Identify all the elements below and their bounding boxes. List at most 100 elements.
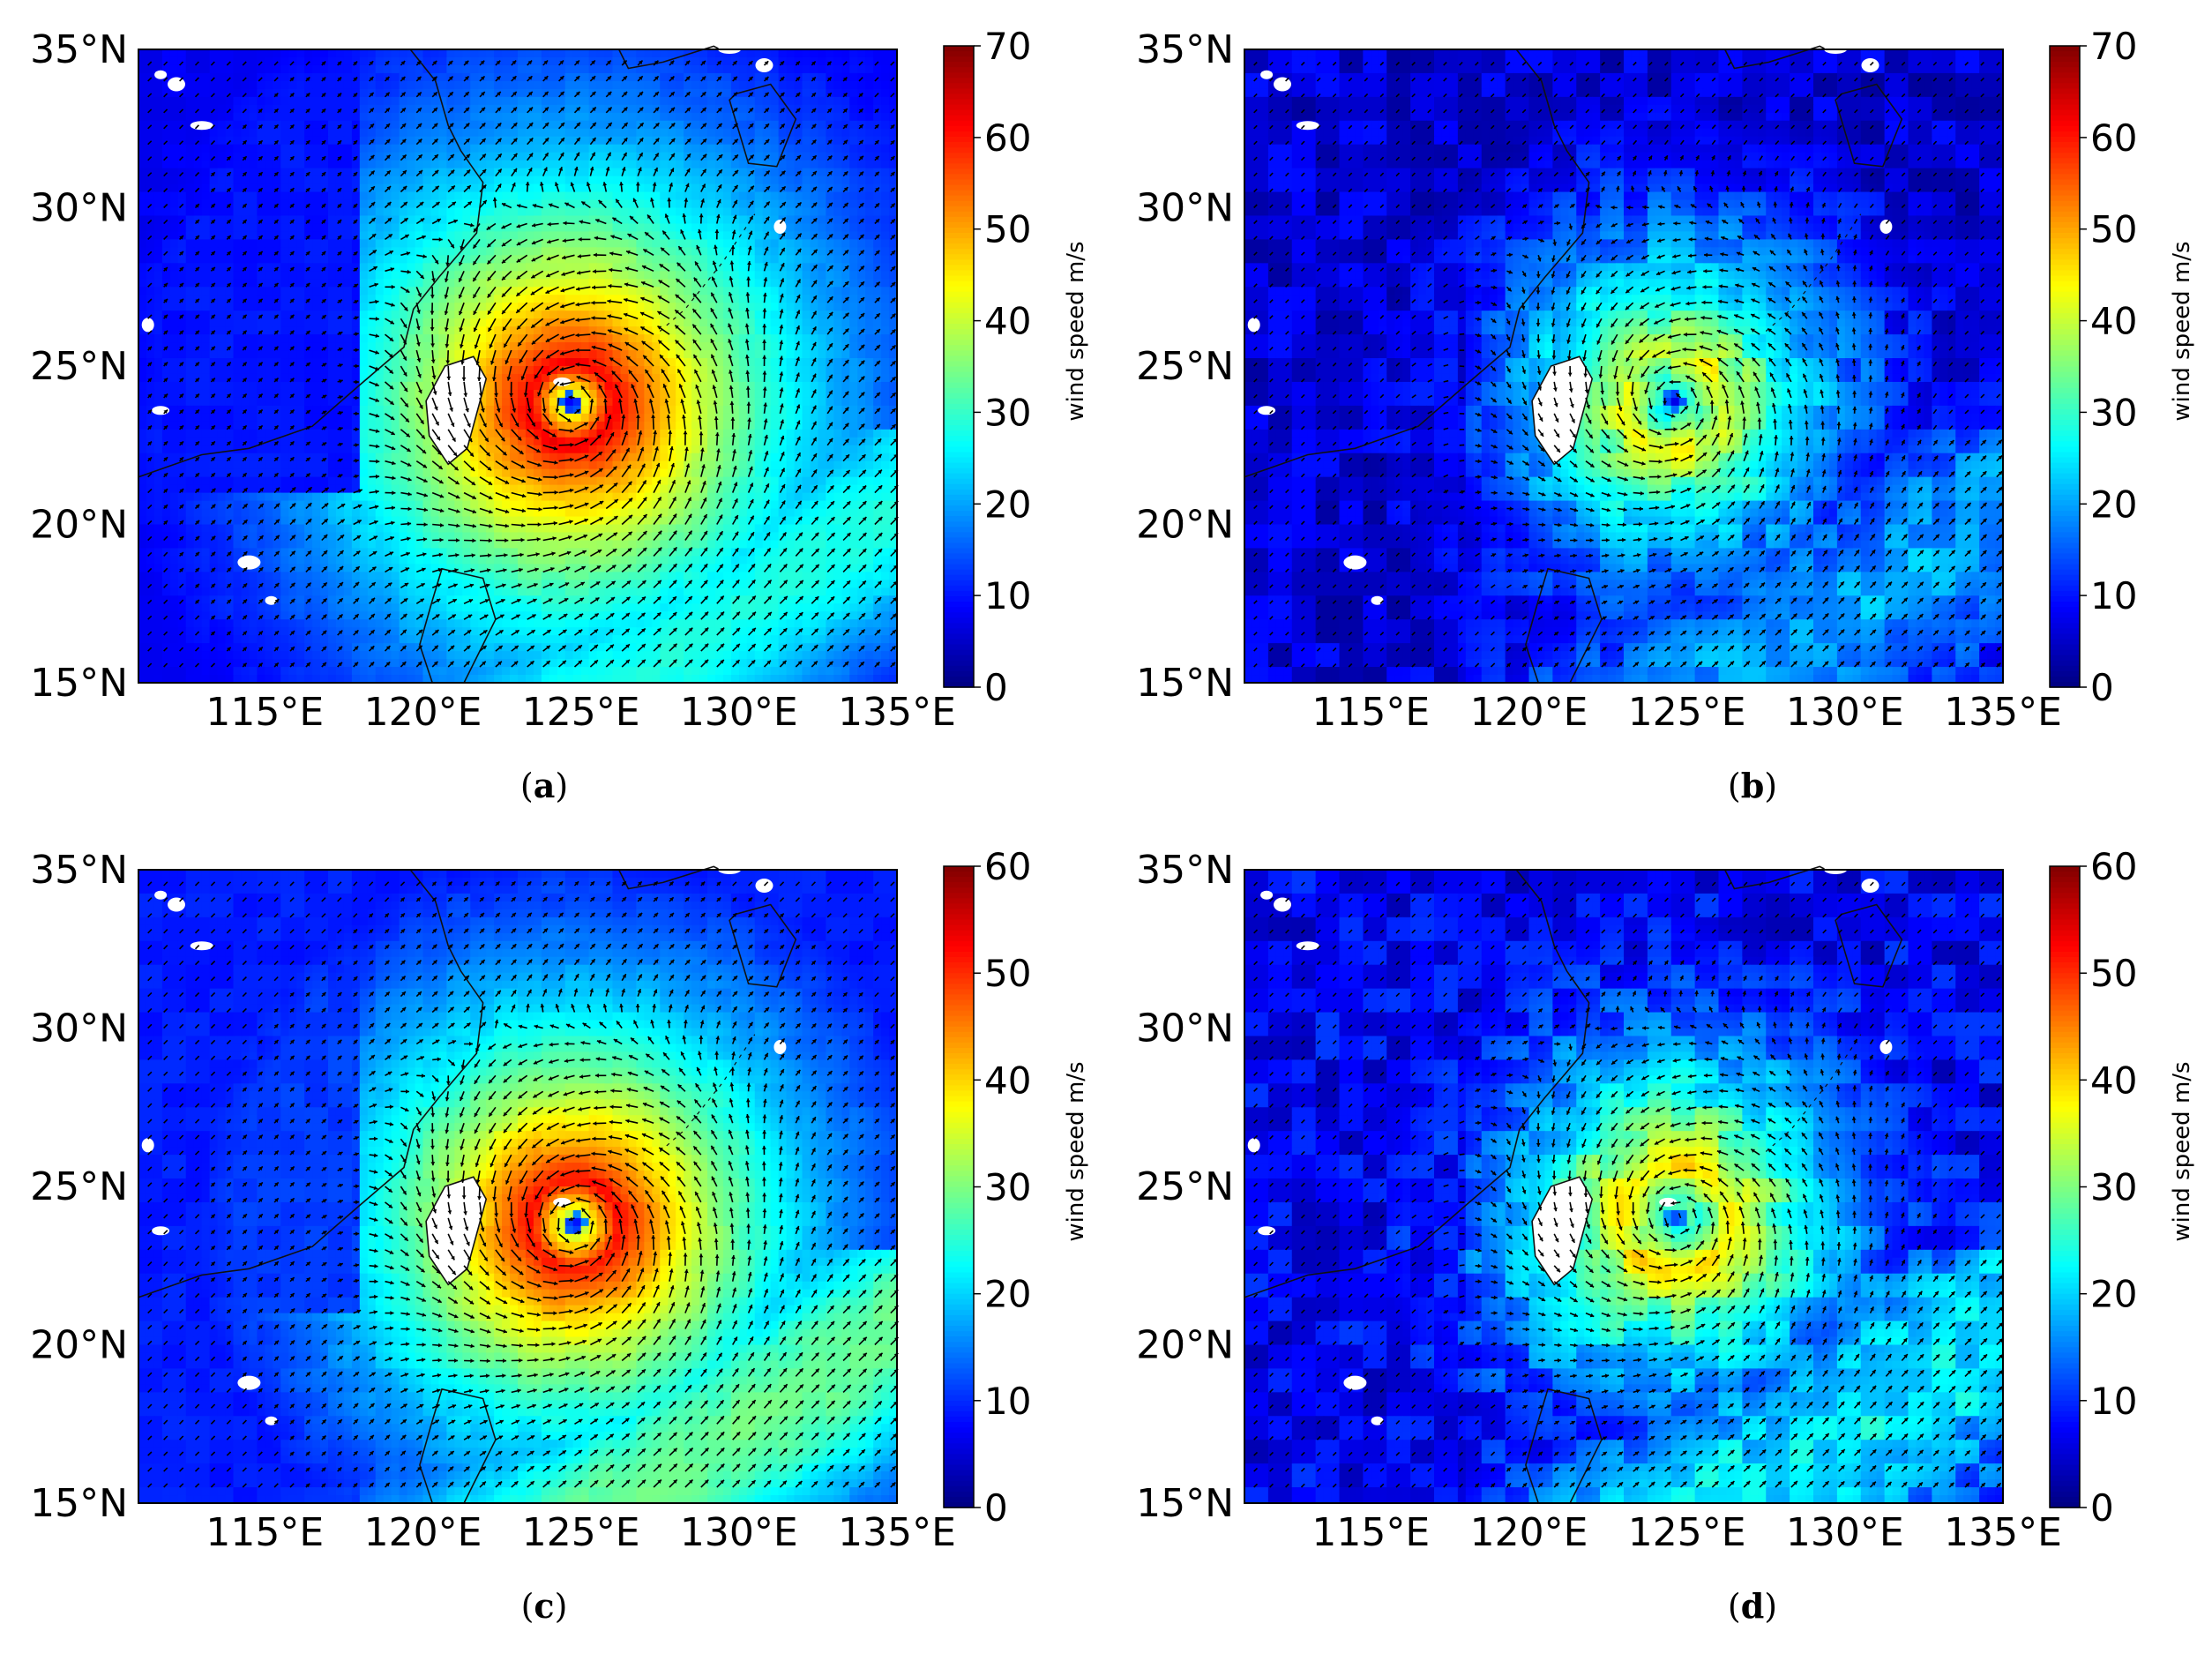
heat-cell — [580, 247, 590, 256]
heat-cell — [730, 287, 740, 296]
heat-cell — [604, 183, 614, 193]
heat-cell — [628, 191, 637, 201]
heat-cell — [873, 112, 882, 122]
heat-cell — [849, 263, 858, 272]
heat-cell — [612, 287, 622, 296]
heat-cell — [257, 199, 265, 209]
heat-cell — [494, 160, 503, 169]
heat-cell — [580, 239, 590, 248]
heat-cell — [707, 128, 716, 138]
heat-cell — [541, 263, 550, 272]
heat-cell — [161, 128, 171, 138]
heat-cell — [343, 295, 353, 303]
heat-cell — [541, 453, 550, 462]
heat-cell — [881, 88, 890, 98]
heat-cell — [564, 271, 574, 280]
heat-cell — [225, 295, 235, 303]
heat-cell — [383, 223, 392, 233]
heat-cell — [233, 429, 243, 438]
heat-cell — [343, 168, 353, 177]
heat-cell — [320, 358, 329, 367]
heat-cell — [707, 56, 716, 66]
heat-cell — [209, 96, 219, 106]
heat-cell — [193, 231, 203, 240]
heat-cell — [249, 373, 258, 383]
heat-cell — [375, 160, 385, 169]
heat-cell — [273, 453, 281, 462]
heat-cell — [588, 413, 598, 423]
heat-cell — [383, 326, 392, 335]
heat-cell — [644, 413, 653, 423]
heat-cell — [328, 247, 337, 256]
heat-cell — [138, 389, 147, 399]
heat-cell — [754, 191, 764, 201]
heat-cell — [722, 271, 732, 280]
heat-cell — [265, 263, 273, 272]
heat-cell — [241, 207, 250, 217]
heat-cell — [707, 64, 716, 74]
heat-cell — [233, 453, 243, 462]
heat-cell — [383, 389, 392, 399]
heat-cell — [644, 136, 653, 146]
heat-cell — [557, 247, 566, 256]
heat-cell — [541, 207, 550, 217]
heat-cell — [454, 176, 463, 185]
heat-cell — [873, 437, 882, 446]
heat-cell — [193, 72, 203, 82]
heat-cell — [849, 199, 858, 209]
heat-cell — [620, 144, 630, 153]
heat-cell — [375, 120, 385, 130]
heat-cell — [557, 231, 566, 240]
heat-cell — [430, 160, 440, 169]
heat-cell — [383, 128, 392, 138]
heat-cell — [185, 429, 195, 438]
heat-cell — [367, 405, 377, 415]
heat-cell — [343, 334, 353, 343]
heat-cell — [343, 104, 353, 114]
heat-cell — [794, 350, 803, 359]
heat-cell — [328, 152, 337, 161]
heat-cell — [644, 176, 653, 185]
heat-cell — [391, 263, 400, 272]
heat-cell — [138, 326, 147, 335]
heat-cell — [652, 263, 661, 272]
heat-cell — [185, 136, 195, 146]
heat-cell — [438, 112, 447, 122]
heat-cell — [367, 311, 377, 319]
heat-cell — [518, 326, 527, 335]
heat-cell — [684, 231, 692, 240]
heat-cell — [644, 223, 653, 233]
heat-cell — [438, 295, 447, 303]
heat-cell — [730, 295, 740, 303]
heat-cell — [564, 239, 574, 248]
heat-cell — [375, 303, 385, 311]
heat-cell — [249, 160, 258, 169]
heat-cell — [754, 112, 764, 122]
heat-cell — [881, 326, 890, 335]
heat-cell — [668, 231, 676, 240]
heat-cell — [857, 255, 866, 264]
heat-cell — [802, 271, 811, 280]
heat-cell — [596, 413, 606, 423]
heat-cell — [786, 255, 796, 264]
heat-cell — [762, 326, 772, 335]
heat-cell — [320, 64, 329, 74]
heat-cell — [438, 255, 447, 264]
heat-cell — [502, 303, 511, 311]
heat-cell — [502, 445, 511, 454]
heat-cell — [699, 421, 708, 430]
heat-cell — [462, 168, 471, 177]
heat-cell — [486, 373, 495, 383]
heat-cell — [185, 231, 195, 240]
heat-cell — [391, 80, 400, 90]
heat-cell — [841, 88, 850, 98]
heat-cell — [241, 279, 250, 288]
heat-cell — [849, 287, 858, 296]
heat-cell — [383, 96, 392, 106]
heat-cell — [280, 318, 289, 327]
heat-cell — [525, 350, 534, 359]
heat-cell — [628, 255, 637, 264]
heat-cell — [257, 279, 265, 288]
heat-cell — [217, 287, 227, 296]
heat-cell — [865, 342, 874, 351]
